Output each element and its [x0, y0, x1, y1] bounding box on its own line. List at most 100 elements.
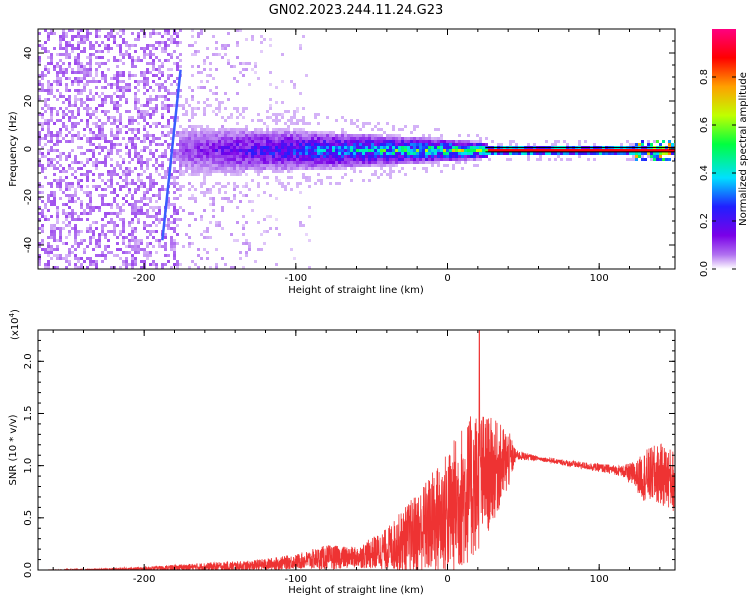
spectrogram-cell — [209, 134, 212, 137]
spectrogram-cell — [350, 134, 353, 137]
spectrogram-cell — [116, 215, 119, 218]
spectrogram-cell — [170, 116, 173, 119]
spectrogram-cell — [218, 131, 221, 134]
spectrogram-cell — [227, 116, 230, 119]
spectrogram-cell — [476, 134, 479, 137]
spectrogram-cell — [173, 32, 176, 35]
spectrogram-cell — [137, 38, 140, 41]
spectrogram-cell — [74, 56, 77, 59]
spectrogram-cell — [125, 131, 128, 134]
spectrogram-cell — [404, 155, 407, 158]
spectrogram-cell — [62, 32, 65, 35]
spectrogram-cell — [410, 137, 413, 140]
spectrogram-cell — [38, 185, 41, 188]
spectrogram-cell — [365, 134, 368, 137]
spectrogram-cell — [185, 101, 188, 104]
spectrogram-cell — [428, 134, 431, 137]
spectrogram-cell — [245, 239, 248, 242]
spectrogram-cell — [59, 107, 62, 110]
spectrogram-cell — [212, 128, 215, 131]
spectrogram-cell — [257, 113, 260, 116]
spectrogram-cell — [146, 164, 149, 167]
spectrogram-cell — [236, 134, 239, 137]
spectrogram-cell — [209, 74, 212, 77]
spectrogram-cell — [230, 65, 233, 68]
spectrogram-cell — [131, 227, 134, 230]
spectrogram-cell — [206, 125, 209, 128]
spectrogram-cell — [122, 260, 125, 263]
spectrogram-cell — [221, 125, 224, 128]
spectrogram-cell — [107, 110, 110, 113]
spectrogram-cell — [554, 152, 557, 155]
spectrogram-cell — [314, 146, 317, 149]
spectrogram-cell — [245, 251, 248, 254]
spectrogram-cell — [59, 59, 62, 62]
spectrogram-cell — [113, 173, 116, 176]
spectrogram-cell — [392, 164, 395, 167]
spectrogram-cell — [647, 149, 650, 152]
spectrogram-cell — [605, 149, 608, 152]
spectrogram-cell — [68, 185, 71, 188]
spectrogram-cell — [311, 146, 314, 149]
spectrogram-cell — [59, 71, 62, 74]
spectrogram-cell — [188, 149, 191, 152]
spectrogram-cell — [287, 131, 290, 134]
spectrogram-cell — [104, 122, 107, 125]
spectrogram-cell — [74, 47, 77, 50]
spectrogram-cell — [107, 173, 110, 176]
spectrogram-cell — [101, 200, 104, 203]
spectrogram-cell — [308, 206, 311, 209]
spectrogram-cell — [152, 110, 155, 113]
spectrogram-cell — [122, 209, 125, 212]
spectrogram-cell — [242, 227, 245, 230]
spectrogram-cell — [269, 146, 272, 149]
spectrogram-cell — [83, 35, 86, 38]
spectrogram-cell — [224, 107, 227, 110]
spectrogram-cell — [41, 107, 44, 110]
spectrogram-cell — [80, 266, 83, 269]
spectrogram-cell — [164, 98, 167, 101]
spectrogram-cell — [86, 170, 89, 173]
spectrogram-cell — [86, 140, 89, 143]
spectrogram-cell — [380, 134, 383, 137]
spectrogram-cell — [56, 110, 59, 113]
spectrogram-cell — [653, 149, 656, 152]
spectrogram-cell — [89, 74, 92, 77]
spectrogram-cell — [56, 245, 59, 248]
spectrogram-cell — [233, 140, 236, 143]
spectrogram-cell — [119, 44, 122, 47]
spectrogram-cell — [215, 266, 218, 269]
spectrogram-cell — [329, 140, 332, 143]
spectrogram-cell — [59, 236, 62, 239]
spectrogram-cell — [374, 143, 377, 146]
spectrogram-cell — [197, 170, 200, 173]
spectrogram-cell — [164, 29, 167, 32]
spectrogram-cell — [290, 170, 293, 173]
spectrogram-cell — [41, 125, 44, 128]
spectrogram-cell — [371, 173, 374, 176]
spectrogram-cell — [401, 167, 404, 170]
spectrogram-cell — [110, 170, 113, 173]
spectrogram-cell — [125, 179, 128, 182]
spectrogram-cell — [242, 152, 245, 155]
spectrogram-cell — [236, 137, 239, 140]
spectrogram-cell — [146, 89, 149, 92]
spectrogram-cell — [53, 32, 56, 35]
spectrogram-cell — [221, 164, 224, 167]
spectrogram-cell — [245, 158, 248, 161]
spectrogram-cell — [359, 158, 362, 161]
spectrogram-cell — [98, 194, 101, 197]
spectrogram-cell — [41, 215, 44, 218]
spectrogram-cell — [299, 155, 302, 158]
spectrogram-cell — [431, 152, 434, 155]
spectrogram-cell — [194, 170, 197, 173]
spectrogram-cell — [71, 167, 74, 170]
spectrogram-cell — [200, 167, 203, 170]
spectrogram-cell — [377, 146, 380, 149]
spectrogram-cell — [68, 212, 71, 215]
spectrogram-cell — [170, 182, 173, 185]
spectrogram-cell — [233, 266, 236, 269]
spectrogram-cell — [446, 152, 449, 155]
spectrogram-cell — [38, 158, 41, 161]
spectrogram-cell — [158, 245, 161, 248]
